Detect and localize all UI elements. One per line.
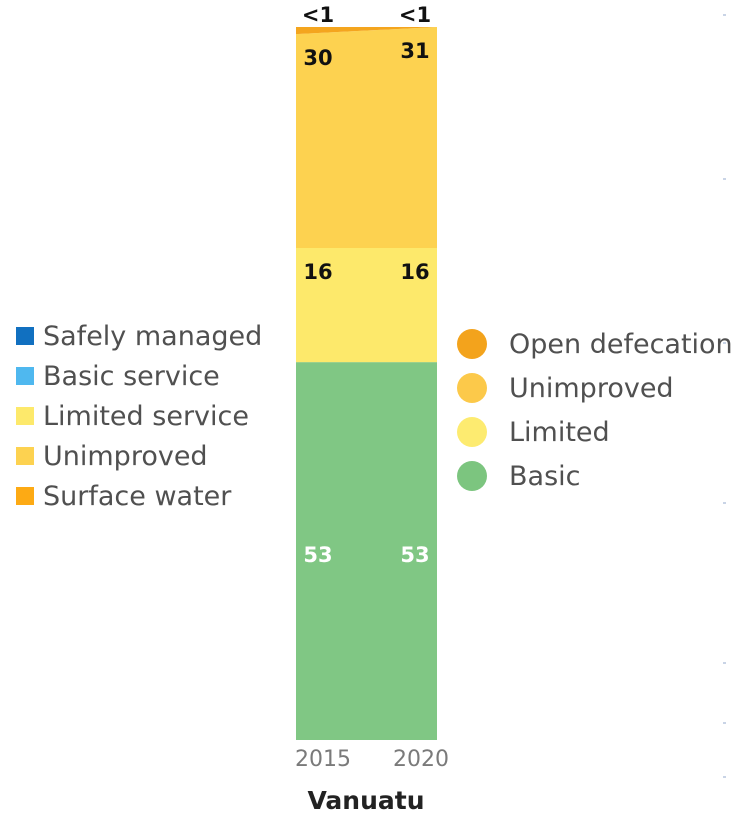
legend-label: Unimproved: [509, 372, 674, 404]
legend-label: Basic: [509, 460, 581, 492]
legend-swatch: [16, 367, 34, 385]
legend-label: Basic service: [43, 360, 220, 392]
legend-label: Open defecation: [509, 328, 731, 360]
area-limited: [296, 248, 437, 363]
legend-label: Limited service: [43, 400, 249, 432]
chart-areas: [296, 27, 437, 740]
legend-item-open-defecation: Open defecation: [457, 322, 731, 366]
area-basic: [296, 362, 437, 740]
x-tick-label-2015: 2015: [295, 747, 351, 772]
edge-tick: [723, 502, 726, 504]
value-label-open-defecation-2020: <1: [399, 3, 431, 27]
right-edge-ticks: [723, 0, 727, 814]
value-label-basic-2020: 53: [400, 543, 429, 567]
legend-dot: [457, 329, 487, 359]
edge-tick: [723, 776, 726, 778]
value-label-unimproved-2020: 31: [400, 39, 429, 63]
legend-label: Surface water: [43, 480, 232, 512]
chart-top-labels: <1 <1: [302, 3, 431, 27]
edge-tick: [723, 342, 726, 344]
value-label-basic-2015: 53: [303, 543, 332, 567]
legend-label: Limited: [509, 416, 610, 448]
legend-swatch: [16, 407, 34, 425]
edge-tick: [723, 662, 726, 664]
legend-item-unimproved: Unimproved: [457, 366, 731, 410]
edge-tick: [723, 14, 726, 16]
legend-label: Unimproved: [43, 440, 208, 472]
legend-item-limited-service: Limited service: [16, 396, 262, 436]
legend-sanitation: Open defecation Unimproved Limited Basic: [457, 322, 731, 498]
legend-dot: [457, 373, 487, 403]
legend-water: Safely managed Basic service Limited ser…: [16, 316, 262, 516]
legend-item-surface-water: Surface water: [16, 476, 262, 516]
legend-item-basic: Basic: [457, 454, 731, 498]
area-open-defecation: [296, 27, 437, 35]
country-label: Vanuatu: [307, 786, 425, 815]
legend-label: Safely managed: [43, 320, 263, 352]
legend-swatch: [16, 447, 34, 465]
edge-tick: [723, 722, 726, 724]
chart-value-labels: 53 53 16 16 30 31: [303, 39, 429, 567]
legend-item-unimproved: Unimproved: [16, 436, 262, 476]
legend-item-basic-service: Basic service: [16, 356, 262, 396]
value-label-limited-2020: 16: [400, 260, 429, 284]
legend-swatch: [16, 487, 34, 505]
legend-item-safely-managed: Safely managed: [16, 316, 262, 356]
legend-item-limited: Limited: [457, 410, 731, 454]
legend-dot: [457, 417, 487, 447]
chart-x-tick-labels: 2015 2020: [295, 747, 449, 772]
edge-tick: [723, 178, 726, 180]
value-label-open-defecation-2015: <1: [302, 3, 334, 27]
value-label-limited-2015: 16: [303, 260, 332, 284]
x-tick-label-2020: 2020: [393, 747, 449, 772]
legend-swatch: [16, 327, 34, 345]
area-unimproved: [296, 27, 437, 249]
legend-dot: [457, 461, 487, 491]
value-label-unimproved-2015: 30: [303, 46, 332, 70]
